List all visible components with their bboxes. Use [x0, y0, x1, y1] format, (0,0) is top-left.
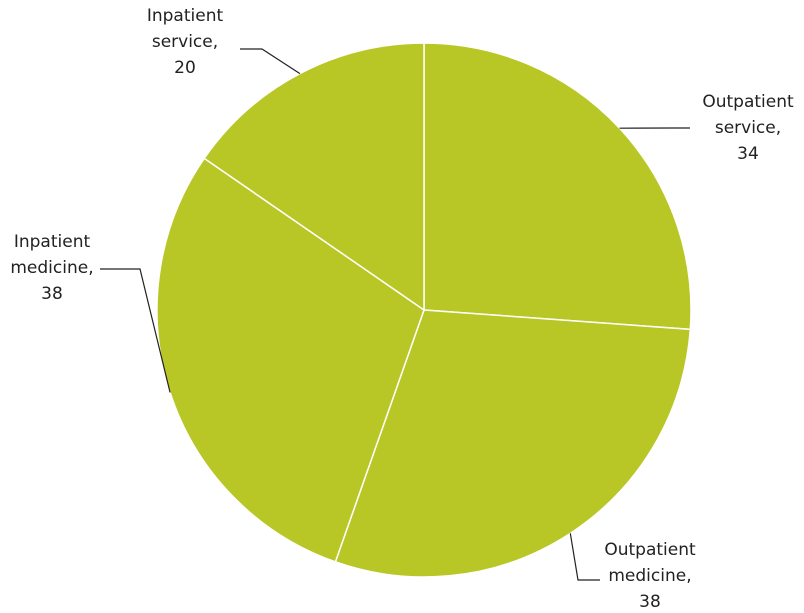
slice-label: Outpatient service, [702, 92, 794, 138]
slice-label: Inpatient medicine, [10, 232, 94, 278]
pie-slice [203, 42, 425, 312]
leader-line [569, 533, 600, 581]
slice-value: 20 [174, 58, 196, 78]
slice-label: Outpatient medicine, [604, 540, 696, 586]
leader-line [100, 268, 171, 393]
slice-value: 38 [639, 592, 661, 612]
slice-value: 34 [737, 144, 759, 164]
pie-slice [423, 42, 692, 331]
slice-label: Inpatient service, [146, 6, 224, 52]
pie-slice [334, 309, 692, 578]
leader-line [240, 48, 301, 75]
slice-value: 38 [41, 284, 63, 304]
